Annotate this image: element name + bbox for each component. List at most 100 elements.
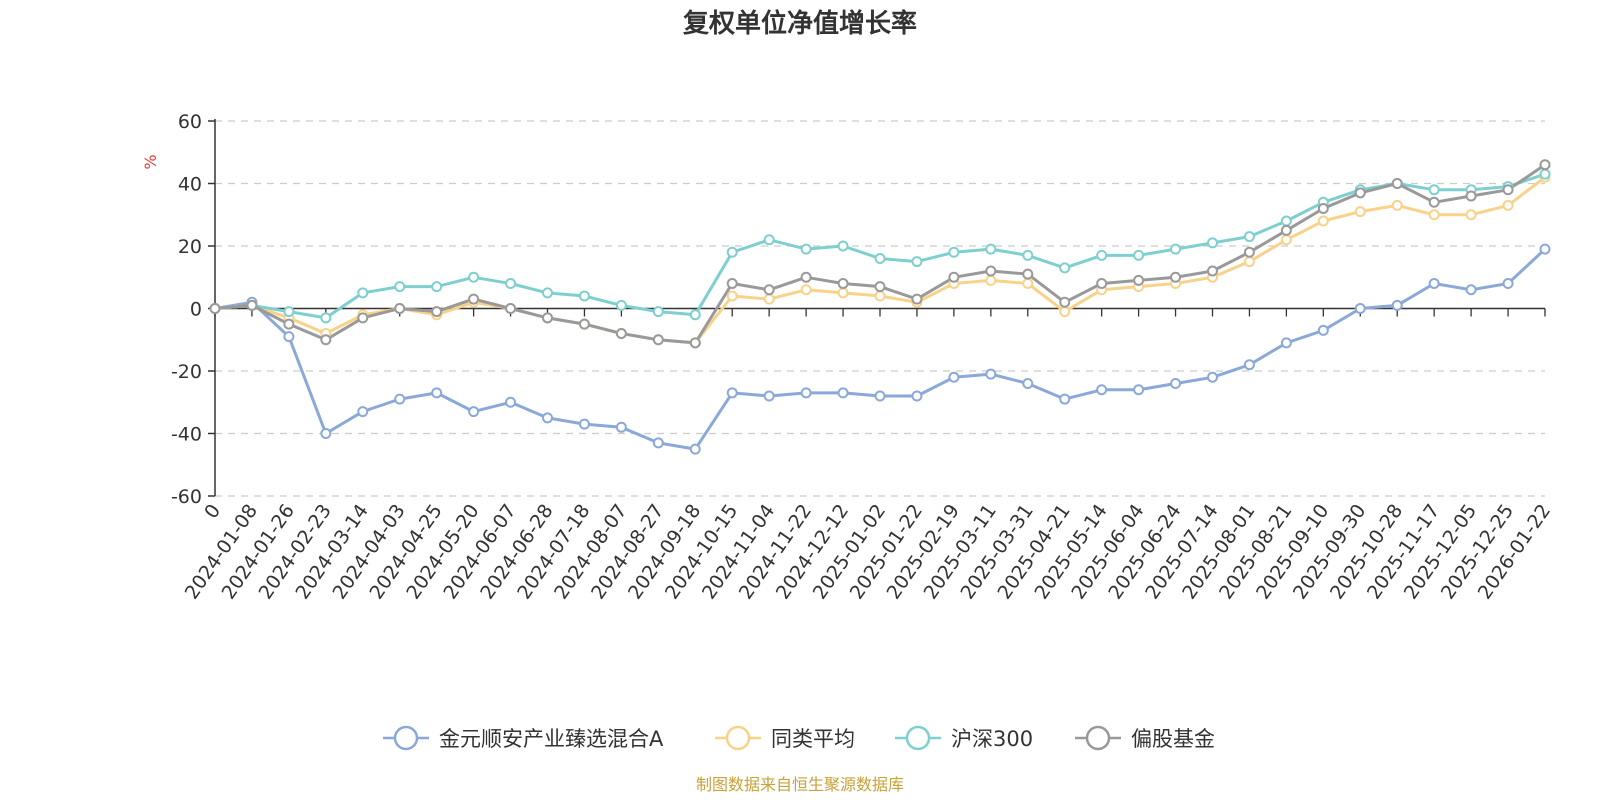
legend[interactable]: 金元顺安产业臻选混合A 同类平均 沪深300 偏股基金	[383, 725, 1215, 751]
legend-label: 偏股基金	[1131, 727, 1215, 751]
data-point-marker	[1391, 178, 1403, 189]
data-point-marker	[800, 387, 812, 399]
data-point-marker	[578, 318, 590, 330]
data-point-marker	[357, 312, 369, 324]
data-point-marker	[505, 278, 517, 289]
data-point-marker	[1465, 190, 1477, 202]
data-point-marker	[505, 303, 517, 314]
data-point-marker	[874, 290, 886, 302]
data-point-marker	[1170, 243, 1182, 255]
data-point-marker	[985, 243, 997, 255]
data-point-marker	[1391, 299, 1403, 311]
data-point-marker	[1428, 278, 1440, 289]
data-point-marker	[726, 278, 738, 289]
data-point-marker	[1207, 237, 1218, 249]
data-point-marker	[1428, 196, 1440, 208]
data-point-marker	[1133, 274, 1145, 286]
data-point-marker	[1243, 256, 1255, 268]
legend-circle-icon	[393, 725, 419, 751]
data-point-marker	[1280, 215, 1292, 227]
data-point-marker	[1022, 249, 1034, 261]
data-point-marker	[283, 306, 295, 318]
data-point-marker	[837, 278, 849, 289]
legend-label: 金元顺安产业臻选混合A	[439, 727, 664, 751]
legend-label: 沪深300	[951, 727, 1033, 751]
data-point-marker	[652, 437, 664, 449]
y-tick-label: 0	[190, 299, 202, 321]
data-point-marker	[1502, 199, 1514, 211]
data-point-marker	[1207, 371, 1218, 383]
y-tick-label: 40	[178, 174, 202, 196]
y-tick-label: -20	[171, 361, 202, 383]
data-point-marker	[1096, 278, 1108, 289]
data-point-marker	[763, 390, 775, 402]
data-point-marker	[431, 281, 443, 293]
data-point-marker	[209, 303, 221, 314]
data-point-marker	[1059, 393, 1071, 405]
data-point-marker	[911, 256, 923, 268]
data-point-marker	[1428, 184, 1440, 196]
data-point-marker	[1022, 278, 1034, 289]
data-point-marker	[800, 243, 812, 255]
data-point-marker	[985, 265, 997, 277]
data-point-marker	[800, 271, 812, 283]
data-point-marker	[283, 318, 295, 330]
data-point-marker	[985, 368, 997, 380]
data-point-marker	[1502, 184, 1514, 196]
data-point-marker	[1539, 168, 1551, 180]
legend-label: 同类平均	[771, 727, 855, 751]
data-point-marker	[283, 331, 295, 343]
data-point-marker	[320, 334, 332, 346]
data-point-marker	[689, 443, 701, 455]
data-point-marker	[652, 306, 664, 318]
data-point-marker	[578, 290, 590, 302]
y-tick-label: 20	[178, 236, 202, 258]
data-point-marker	[1502, 278, 1514, 289]
data-point-marker	[1022, 378, 1034, 389]
data-point-marker	[874, 281, 886, 293]
legend-item[interactable]: 同类平均	[715, 725, 855, 751]
data-point-marker	[431, 306, 443, 318]
data-point-marker	[357, 287, 369, 299]
data-point-marker	[1280, 234, 1292, 246]
data-point-marker	[1243, 231, 1255, 243]
legend-item[interactable]: 沪深300	[895, 725, 1033, 751]
data-point-marker	[615, 299, 627, 311]
data-point-marker	[874, 253, 886, 264]
data-point-marker	[1022, 268, 1034, 280]
data-point-marker	[542, 287, 553, 299]
legend-item[interactable]: 金元顺安产业臻选混合A	[383, 725, 664, 751]
data-point-marker	[1280, 337, 1292, 349]
x-tick-label: 0	[200, 500, 225, 523]
y-axis-unit-label: %	[141, 154, 160, 169]
series-line	[213, 247, 1547, 451]
series-lines	[213, 163, 1547, 451]
data-point-marker	[394, 281, 406, 293]
data-point-marker	[911, 293, 923, 305]
axes: 6040200-20-40-6002024-01-082024-01-26202…	[171, 111, 1555, 603]
data-point-marker	[1133, 384, 1145, 396]
data-point-marker	[1317, 203, 1329, 214]
data-point-marker	[837, 287, 849, 299]
source-note: 制图数据来自恒生聚源数据库	[696, 775, 904, 794]
data-point-marker	[1059, 306, 1071, 318]
grid-lines	[215, 120, 1545, 497]
data-point-marker	[542, 412, 553, 424]
data-point-marker	[505, 396, 517, 408]
data-point-marker	[800, 284, 812, 296]
data-point-marker	[1465, 209, 1477, 221]
data-point-marker	[1133, 249, 1145, 261]
data-point-marker	[763, 284, 775, 296]
legend-circle-icon	[1085, 725, 1111, 751]
data-point-marker	[652, 334, 664, 346]
data-point-marker	[1096, 249, 1108, 261]
data-point-marker	[394, 303, 406, 314]
data-point-marker	[1465, 284, 1477, 296]
legend-item[interactable]: 偏股基金	[1075, 725, 1215, 751]
data-point-marker	[911, 390, 923, 402]
data-point-marker	[1354, 206, 1366, 218]
data-point-marker	[1096, 384, 1108, 396]
data-point-marker	[726, 387, 738, 399]
data-point-marker	[874, 390, 886, 402]
